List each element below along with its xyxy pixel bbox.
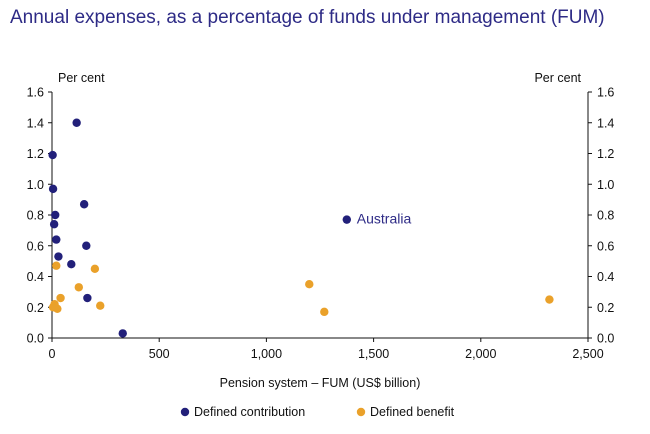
y-tick-label-right: 0.2 xyxy=(597,301,614,315)
legend-label-defined-benefit: Defined benefit xyxy=(370,405,455,419)
point-defined-contribution xyxy=(82,241,91,250)
y-tick-label-left: 0.4 xyxy=(27,270,44,284)
point-defined-contribution xyxy=(79,200,89,209)
y-tick-label-right: 1.2 xyxy=(597,147,614,161)
y-tick-label-left: 0.6 xyxy=(27,239,44,253)
y-tick-label-right: 1.4 xyxy=(597,116,614,130)
y-axis-unit-right: Per cent xyxy=(534,71,581,85)
point-defined-benefit xyxy=(96,301,105,310)
point-defined-contribution xyxy=(48,150,57,160)
x-tick-label: 2,000 xyxy=(465,347,496,361)
point-defined-contribution xyxy=(49,220,59,229)
point-defined-benefit xyxy=(90,264,100,274)
y-tick-label-right: 0.4 xyxy=(597,270,614,284)
y-tick-label-left: 0.8 xyxy=(27,209,44,223)
y-tick-label-left: 0.2 xyxy=(27,301,44,315)
x-axis-label: Pension system – FUM (US$ billion) xyxy=(220,376,421,390)
point-defined-benefit xyxy=(545,295,554,304)
point-defined-benefit xyxy=(53,304,62,313)
point-defined-contribution xyxy=(54,252,63,261)
right-y-axis-ticks: 0.0 0.2 0.4 0.6 0.8 1.0 1.2 1.4 1.6 xyxy=(588,86,614,346)
y-tick-label-left: 1.6 xyxy=(27,86,44,100)
y-tick-label-left: 1.4 xyxy=(27,116,44,130)
y-tick-label-right: 0.0 xyxy=(597,332,614,346)
left-y-axis-ticks: 0.0 0.2 0.4 0.6 0.8 1.0 1.2 1.4 1.6 xyxy=(27,86,52,346)
point-defined-benefit xyxy=(74,283,84,292)
x-tick-label: 0 xyxy=(49,347,56,361)
x-tick-label: 2,500 xyxy=(572,347,603,361)
legend-marker-defined-contribution xyxy=(180,407,190,417)
legend-label-defined-contribution: Defined contribution xyxy=(194,405,305,419)
x-tick-label: 500 xyxy=(149,347,170,361)
x-axis-ticks: 0 500 1,000 1,500 2,000 2,500 xyxy=(49,338,604,361)
legend-marker-defined-benefit xyxy=(356,407,366,417)
point-defined-contribution xyxy=(83,293,92,303)
point-defined-contribution xyxy=(52,235,61,244)
data-points xyxy=(48,118,554,338)
chart-title: Annual expenses, as a percentage of fund… xyxy=(10,7,605,28)
y-tick-label-right: 0.8 xyxy=(597,209,614,223)
y-tick-label-right: 0.6 xyxy=(597,239,614,253)
y-tick-label-left: 1.0 xyxy=(27,178,44,192)
point-defined-benefit xyxy=(56,293,65,303)
point-defined-contribution xyxy=(51,210,60,220)
point-defined-benefit xyxy=(320,307,329,317)
point-defined-benefit xyxy=(52,261,61,270)
point-defined-contribution xyxy=(118,329,127,338)
x-tick-label: 1,500 xyxy=(358,347,389,361)
y-tick-label-right: 1.6 xyxy=(597,86,614,100)
annotations: Australia xyxy=(357,211,412,227)
y-tick-label-left: 1.2 xyxy=(27,147,44,161)
point-defined-contribution xyxy=(72,118,81,127)
point-defined-benefit xyxy=(305,279,314,289)
y-tick-label-right: 1.0 xyxy=(597,178,614,192)
annotation-label: Australia xyxy=(357,211,412,227)
point-defined-contribution xyxy=(342,215,351,224)
legend: Defined contribution Defined benefit xyxy=(180,405,455,419)
axes-layer xyxy=(51,92,589,339)
point-defined-contribution xyxy=(48,184,58,194)
point-defined-contribution xyxy=(67,260,76,269)
x-tick-label: 1,000 xyxy=(251,347,282,361)
y-axis-unit-left: Per cent xyxy=(58,71,105,85)
y-tick-label-left: 0.0 xyxy=(27,332,44,346)
